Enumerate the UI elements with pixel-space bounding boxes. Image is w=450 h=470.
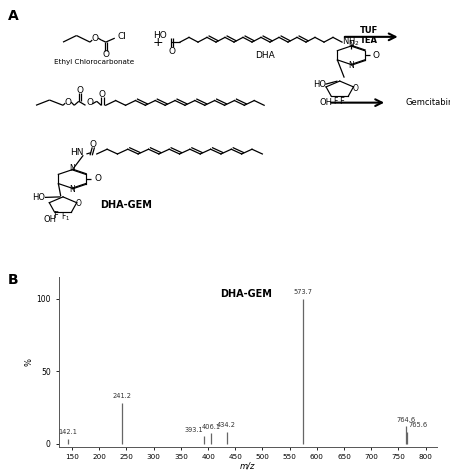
Text: F: F [340,97,344,106]
X-axis label: m/z: m/z [240,462,255,470]
Text: A: A [8,9,19,23]
Text: Ethyl Chlorocarbonate: Ethyl Chlorocarbonate [54,59,135,65]
Text: N: N [348,61,354,70]
Text: O: O [92,34,99,43]
Text: HO: HO [153,31,166,40]
Text: 142.1: 142.1 [58,429,77,435]
Text: O: O [86,98,94,107]
Text: NH$_2$: NH$_2$ [342,36,360,48]
Text: O: O [352,84,359,93]
Text: Cl: Cl [118,32,127,41]
Text: O: O [65,98,72,107]
Text: F: F [54,212,58,220]
Text: TUF: TUF [360,26,378,35]
Text: N: N [348,40,354,49]
Text: TEA: TEA [360,36,378,45]
Text: DHA-GEM: DHA-GEM [220,289,272,299]
Text: 393.1: 393.1 [184,427,203,433]
Text: OH: OH [320,98,333,107]
Text: DHA: DHA [256,51,275,60]
Text: O: O [99,90,106,99]
Text: F$_1$: F$_1$ [61,211,70,223]
Text: Gemcitabine: Gemcitabine [405,98,450,107]
Text: O: O [76,199,82,209]
Text: O: O [373,51,379,60]
Text: 764.6: 764.6 [397,416,416,423]
Text: 241.2: 241.2 [112,393,131,400]
Text: N: N [69,164,75,173]
Text: F: F [333,97,338,106]
Text: HO: HO [32,193,45,202]
Text: N: N [69,185,75,194]
Y-axis label: %: % [25,358,34,366]
Text: 573.7: 573.7 [293,290,312,295]
Text: OH: OH [43,215,56,224]
Text: 434.2: 434.2 [217,423,236,429]
Text: DHA-GEM: DHA-GEM [100,200,152,210]
Text: O: O [103,50,109,59]
Text: HN: HN [70,148,83,157]
Text: HO: HO [313,80,326,89]
Text: O: O [169,47,176,56]
Text: +: + [152,36,163,48]
Text: 406.1: 406.1 [202,424,221,430]
Text: O: O [95,174,102,183]
Text: O: O [90,140,97,149]
Text: B: B [8,273,19,287]
Text: O: O [76,86,83,95]
Text: 765.6: 765.6 [408,423,427,429]
